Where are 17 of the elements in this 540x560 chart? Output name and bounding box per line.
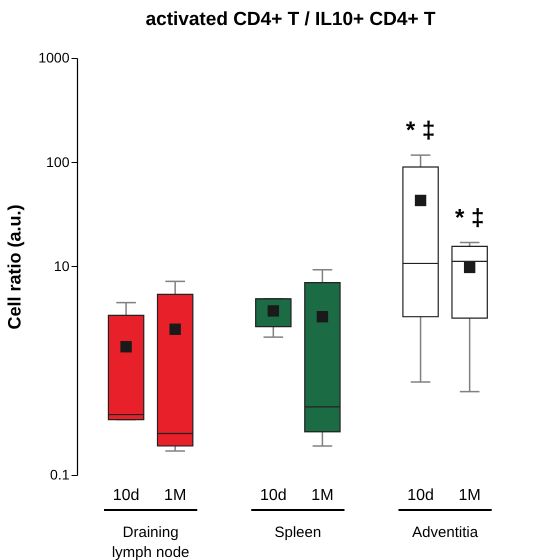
x-tick-label: 1M	[164, 487, 186, 504]
text: Draining lymph node	[112, 524, 190, 560]
text: Adventitia	[412, 524, 479, 541]
annotation: * ‡	[454, 204, 484, 232]
text: Spleen	[274, 524, 322, 541]
x-tick-label: 10d	[407, 487, 434, 504]
x-tick-label: 10d	[112, 487, 140, 504]
y-tick-label: 1000	[38, 50, 70, 66]
x-tick-label: 10d	[260, 487, 287, 504]
y-tick-label: 100	[46, 154, 70, 170]
y-tick-label: 10	[54, 258, 70, 274]
x-tick-label: 1M	[311, 487, 334, 504]
chart-title: activated CD4+ T / IL10+ CD4+ T	[146, 9, 436, 30]
x-tick-label: 1M	[458, 487, 481, 504]
annotation: * ‡	[406, 117, 436, 144]
y-tick-label: 0.1	[50, 466, 70, 482]
y-axis-title: Cell ratio (a.u.)	[4, 204, 24, 330]
